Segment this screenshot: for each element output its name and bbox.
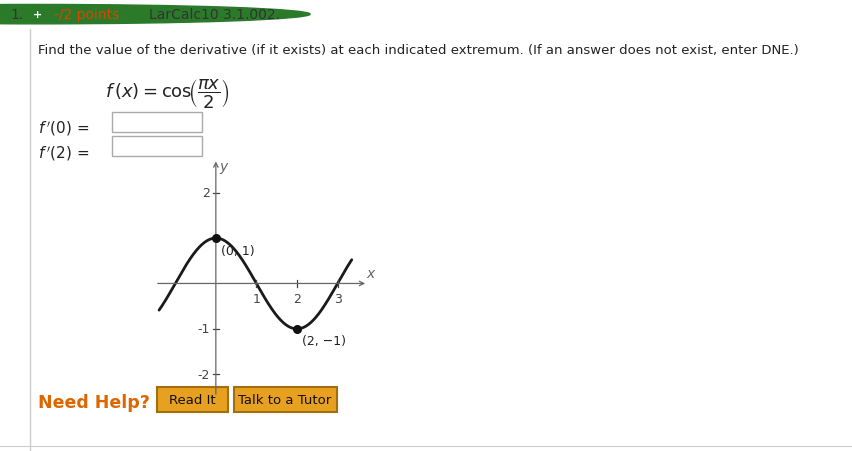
FancyBboxPatch shape xyxy=(112,113,202,133)
Text: Find the value of the derivative (if it exists) at each indicated extremum. (If : Find the value of the derivative (if it … xyxy=(38,44,799,57)
Text: -2: -2 xyxy=(198,368,210,381)
Text: (2, −1): (2, −1) xyxy=(302,335,346,348)
Text: 3: 3 xyxy=(334,292,342,305)
Circle shape xyxy=(0,5,310,25)
FancyBboxPatch shape xyxy=(233,387,337,412)
Text: $\mathit{f}\,'\mathrm{(0)}\,=$: $\mathit{f}\,'\mathrm{(0)}\,=$ xyxy=(38,119,89,138)
Text: -/2 points: -/2 points xyxy=(54,8,119,22)
Text: (0, 1): (0, 1) xyxy=(221,244,255,257)
FancyBboxPatch shape xyxy=(112,137,202,157)
Text: +: + xyxy=(33,10,42,20)
Text: 1: 1 xyxy=(252,292,261,305)
Text: -1: -1 xyxy=(198,322,210,336)
Text: x: x xyxy=(366,266,374,280)
Text: $\mathit{f}\,\mathit{(x)} = \mathrm{cos}\!\left(\dfrac{\pi x}{2}\right)$: $\mathit{f}\,\mathit{(x)} = \mathrm{cos}… xyxy=(105,77,230,110)
Text: Talk to a Tutor: Talk to a Tutor xyxy=(239,393,331,405)
Text: 2: 2 xyxy=(202,187,210,200)
Text: y: y xyxy=(219,159,227,173)
Text: 2: 2 xyxy=(293,292,301,305)
Text: $\mathit{f}\,'\mathrm{(2)}\,=$: $\mathit{f}\,'\mathrm{(2)}\,=$ xyxy=(38,144,89,162)
Text: 1.: 1. xyxy=(10,8,24,22)
Text: LarCalc10 3.1.002.: LarCalc10 3.1.002. xyxy=(149,8,280,22)
Text: Read It: Read It xyxy=(169,393,216,405)
FancyBboxPatch shape xyxy=(157,387,227,412)
Text: Need Help?: Need Help? xyxy=(38,393,150,411)
